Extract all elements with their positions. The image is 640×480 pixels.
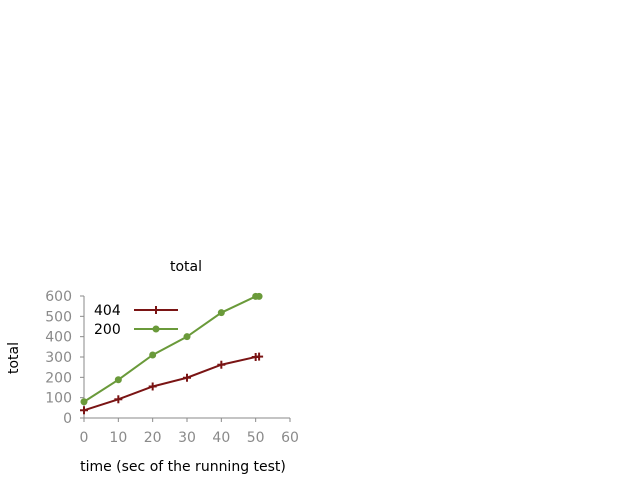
y-tick-label: 100: [45, 391, 72, 407]
x-axis-title: time (sec of the running test): [80, 459, 286, 475]
y-axis-title: total: [6, 342, 22, 374]
data-point-circle: [152, 325, 160, 333]
x-tick-label: 30: [178, 430, 196, 446]
y-tick-label: 0: [63, 411, 72, 427]
data-point-plus: [148, 382, 157, 391]
data-point-plus: [255, 352, 264, 361]
data-point-circle: [183, 333, 191, 341]
data-point-circle: [149, 351, 157, 359]
data-point-circle: [80, 398, 88, 406]
y-tick-label: 500: [45, 309, 72, 325]
x-tick-label: 0: [80, 430, 89, 446]
data-point-plus: [183, 373, 191, 382]
y-tick-label: 400: [45, 330, 72, 346]
x-tick-label: 50: [247, 430, 265, 446]
y-tick-label: 300: [45, 350, 72, 366]
data-point-circle: [217, 309, 225, 317]
y-tick-label: 200: [45, 370, 72, 386]
data-point-plus: [114, 395, 123, 404]
x-tick-label: 60: [281, 430, 299, 446]
data-point-circle: [114, 376, 122, 384]
series-line-404: [83, 355, 260, 412]
x-axis-ticks: 0 10 20 30 40 50 60: [80, 418, 299, 446]
x-tick-label: 20: [144, 430, 162, 446]
data-point-circle: [255, 292, 263, 300]
x-tick-label: 10: [109, 430, 127, 446]
data-point-plus: [217, 360, 226, 369]
data-point-plus: [152, 306, 160, 314]
legend-label-200: 200: [94, 322, 121, 338]
x-tick-label: 40: [212, 430, 230, 446]
data-point-plus: [80, 406, 88, 415]
y-axis-ticks: 0 100 200 300 400 500 600: [45, 289, 84, 427]
series-layer: [80, 292, 264, 415]
y-tick-label: 600: [45, 289, 72, 305]
legend-label-404: 404: [94, 303, 121, 319]
chart-title: total: [170, 259, 202, 275]
plot-area: 0 10 20 30 40 50 60 0 100 200 300 400 500 600: [45, 289, 299, 446]
